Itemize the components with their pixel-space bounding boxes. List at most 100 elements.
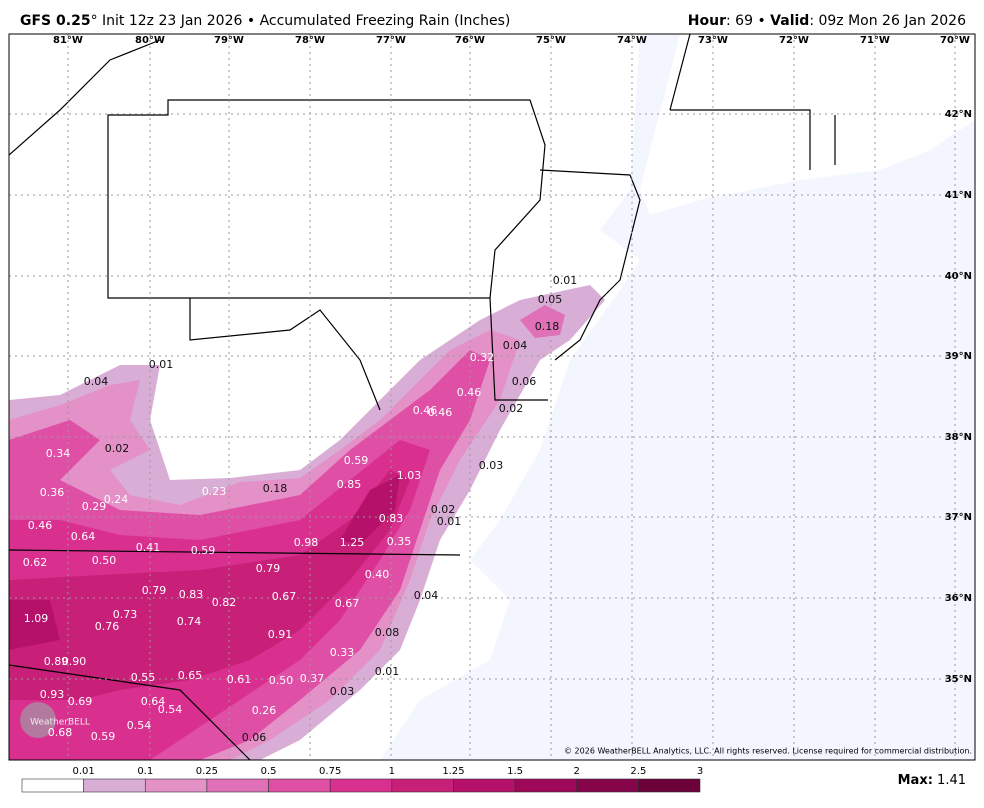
colorbar-label: 1 <box>389 766 395 777</box>
value-label: 0.32 <box>470 351 495 364</box>
colorbar-box <box>206 778 269 793</box>
colorbar-label: 3 <box>697 766 703 777</box>
map-frame <box>8 33 976 761</box>
value-label: 0.90 <box>62 655 87 668</box>
latitude-label: 42°N <box>945 109 972 120</box>
value-label: 0.61 <box>227 673 252 686</box>
value-label: 0.46 <box>413 404 438 417</box>
value-label: 0.01 <box>437 515 462 528</box>
colorbar-box <box>83 778 146 793</box>
colorbar-label: 0.25 <box>196 766 218 777</box>
ice-blob <box>520 305 565 338</box>
colorbar-label: 0.01 <box>73 766 95 777</box>
value-label: 0.40 <box>365 568 390 581</box>
value-label: 1.03 <box>397 469 422 482</box>
value-label: 0.59 <box>191 544 216 557</box>
header-right: Hour: 69 • Valid: 09z Mon 26 Jan 2026 <box>688 13 966 29</box>
value-label: 0.79 <box>142 584 167 597</box>
value-label: 0.59 <box>344 454 369 467</box>
value-label: 0.33 <box>330 646 355 659</box>
colorbar-box <box>144 778 208 793</box>
separator: • <box>757 13 765 29</box>
value-label: 0.06 <box>242 731 267 744</box>
max: Max: 1.41 <box>898 773 966 788</box>
value-label: 0.93 <box>40 688 65 701</box>
colorbar-box <box>329 778 393 793</box>
value-label: 0.08 <box>375 626 400 639</box>
value-label: 0.03 <box>330 685 355 698</box>
colorbar-label: 1.5 <box>507 766 523 777</box>
value-label: 1.25 <box>340 536 365 549</box>
latitude-label: 40°N <box>945 271 972 282</box>
longitude-label: 75°W <box>536 35 566 46</box>
logo-mark <box>20 702 56 738</box>
value-label: 0.03 <box>479 459 504 472</box>
value-label: 0.29 <box>82 500 107 513</box>
value-label: 0.34 <box>46 447 71 460</box>
separator: • <box>247 13 255 29</box>
logo: WeatherBELL <box>30 718 90 728</box>
value-label: 0.50 <box>92 554 117 567</box>
value-label: 0.46 <box>457 386 482 399</box>
value-label: 0.46 <box>428 406 453 419</box>
value-label: 0.37 <box>300 672 325 685</box>
value-label: 0.79 <box>256 562 281 575</box>
colorbar-label: 1.25 <box>442 766 464 777</box>
latitude-label: 41°N <box>945 190 972 201</box>
value-label: 0.05 <box>538 293 563 306</box>
value-label: 0.67 <box>335 597 360 610</box>
init: Init 12z 23 Jan 2026 <box>102 13 242 29</box>
max-value: 1.41 <box>937 773 966 788</box>
value-label: 0.02 <box>105 442 130 455</box>
copyright: © 2026 WeatherBELL Analytics, LLC. All r… <box>564 747 972 756</box>
longitude-label: 71°W <box>860 35 890 46</box>
value-label: 0.18 <box>535 320 560 333</box>
ice-1 <box>9 475 400 650</box>
colorbar-box <box>453 778 516 793</box>
borders <box>9 34 836 760</box>
colorbar-label: 0.75 <box>319 766 341 777</box>
land-ne <box>640 34 975 215</box>
value-label: 0.62 <box>23 556 48 569</box>
value-label: 0.64 <box>71 530 96 543</box>
colorbar-box <box>576 778 639 793</box>
valid-label: Valid <box>770 13 809 29</box>
map <box>9 34 975 760</box>
value-label: 0.83 <box>179 588 204 601</box>
colorbar-box <box>391 778 454 793</box>
value-label: 0.68 <box>48 726 73 739</box>
graticule <box>9 34 975 760</box>
colorbar-box <box>268 778 331 793</box>
hour: : 69 <box>726 13 753 29</box>
longitude-label: 77°W <box>376 35 406 46</box>
colorbar-box <box>514 778 578 793</box>
colorbar-label: 0.5 <box>261 766 277 777</box>
value-label: 0.02 <box>431 503 456 516</box>
value-label: 0.41 <box>136 541 161 554</box>
value-label: 0.18 <box>263 482 288 495</box>
value-label: 0.89 <box>44 655 69 668</box>
value-label: 0.46 <box>28 519 53 532</box>
value-label: 0.04 <box>503 339 528 352</box>
value-label: 0.76 <box>95 620 120 633</box>
colorbar-box <box>21 778 84 793</box>
value-label: 0.69 <box>68 695 93 708</box>
colorbar-label: 0.1 <box>137 766 153 777</box>
value-label: 0.55 <box>131 671 156 684</box>
value-label: 0.01 <box>553 274 578 287</box>
value-label: 0.67 <box>272 590 297 603</box>
value-label: 0.50 <box>269 674 294 687</box>
value-label: 1.09 <box>24 612 49 625</box>
degree: ° <box>91 13 98 29</box>
longitude-label: 72°W <box>779 35 809 46</box>
value-label: 0.85 <box>337 478 362 491</box>
latitude-label: 38°N <box>945 432 972 443</box>
value-label: 0.26 <box>252 704 277 717</box>
header-left: GFS 0.25° Init 12z 23 Jan 2026 • Accumul… <box>20 13 510 29</box>
longitude-label: 76°W <box>455 35 485 46</box>
product: Accumulated Freezing Rain (Inches) <box>260 13 511 29</box>
value-label: 0.74 <box>177 615 202 628</box>
value-label: 0.65 <box>178 669 203 682</box>
